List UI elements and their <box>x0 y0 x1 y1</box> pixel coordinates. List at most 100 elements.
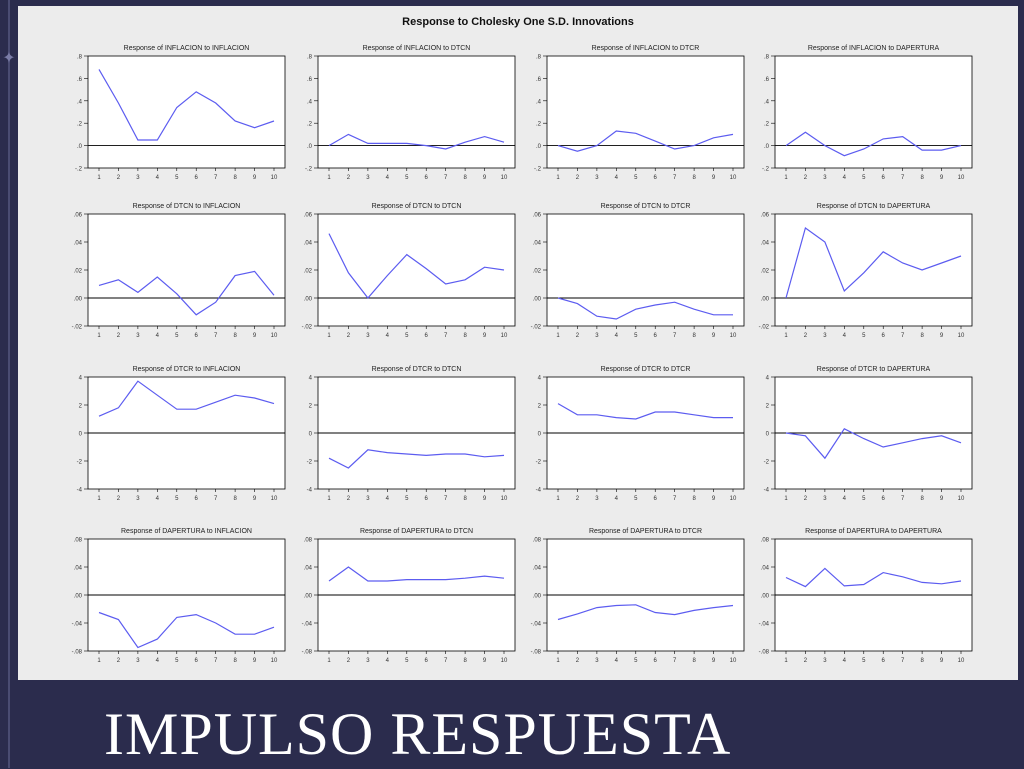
x-tick-label: 4 <box>386 333 390 339</box>
x-tick-label: 5 <box>862 175 866 181</box>
y-tick-label: .04 <box>761 566 770 572</box>
y-tick-label: -.02 <box>302 325 313 331</box>
figure-title: Response to Cholesky One S.D. Innovation… <box>402 16 634 28</box>
x-tick-label: 6 <box>425 496 429 502</box>
y-tick-label: .08 <box>304 538 313 544</box>
x-tick-label: 3 <box>823 333 827 339</box>
y-tick-label: .02 <box>533 269 542 275</box>
response-line <box>557 604 734 621</box>
x-tick-label: 9 <box>253 658 257 664</box>
panel-title: Response of DTCR to DTCN <box>372 366 462 373</box>
x-tick-label: 2 <box>576 175 580 181</box>
x-tick-label: 3 <box>366 333 370 339</box>
x-tick-label: 6 <box>195 333 199 339</box>
x-tick-label: 4 <box>843 175 847 181</box>
y-tick-label: .4 <box>77 99 83 105</box>
x-tick-label: 3 <box>366 175 370 181</box>
y-tick-label: 4 <box>538 376 542 382</box>
panel-11: Response of DTCR to DTCR 4 2 0 -2 -4 1 2 3 4 5 6 7 8 9… <box>536 366 745 502</box>
x-tick-label: 8 <box>692 496 696 502</box>
x-tick-label: 4 <box>386 658 390 664</box>
x-tick-label: 3 <box>366 658 370 664</box>
y-tick-label: 0 <box>538 432 542 438</box>
panel-14: Response of DAPERTURA to DTCN .08 .04 .00 -.… <box>302 528 516 664</box>
x-tick-label: 1 <box>97 333 101 339</box>
slide-border-line <box>8 0 10 768</box>
x-tick-label: 3 <box>823 175 827 181</box>
x-tick-label: 7 <box>901 175 905 181</box>
y-tick-label: .2 <box>77 122 83 128</box>
y-tick-label: .00 <box>304 297 313 303</box>
y-tick-label: .6 <box>307 77 313 83</box>
impulse-response-grid: Response to Cholesky One S.D. Innovation… <box>72 16 973 664</box>
x-tick-label: 4 <box>843 333 847 339</box>
x-tick-label: 9 <box>712 175 716 181</box>
x-tick-label: 10 <box>958 175 965 181</box>
panel-title: Response of INFLACION to DTCR <box>592 45 700 52</box>
y-tick-label: -2 <box>307 460 313 466</box>
x-tick-label: 9 <box>712 496 716 502</box>
response-line <box>98 270 275 316</box>
y-tick-label: .04 <box>533 566 542 572</box>
y-tick-label: -2 <box>77 460 83 466</box>
y-tick-label: 4 <box>766 376 770 382</box>
y-tick-label: -4 <box>307 488 313 494</box>
x-tick-label: 8 <box>463 175 467 181</box>
x-tick-label: 10 <box>271 496 278 502</box>
slide-title: IMPULSO RESPUESTA <box>104 701 732 767</box>
x-tick-label: 5 <box>175 496 179 502</box>
y-tick-label: .2 <box>536 122 542 128</box>
x-tick-label: 10 <box>730 496 737 502</box>
plot-area <box>774 55 973 169</box>
panel-title: Response of DTCN to INFLACION <box>133 203 241 210</box>
y-tick-label: .0 <box>536 144 542 150</box>
panel-3: Response of INFLACION to DTCR .8 .6 .4 .2 .0 -… <box>534 45 745 181</box>
y-tick-label: .02 <box>74 269 83 275</box>
response-line <box>328 566 505 582</box>
x-tick-label: 8 <box>692 333 696 339</box>
response-line <box>98 69 275 141</box>
x-tick-label: 6 <box>654 496 658 502</box>
x-tick-label: 1 <box>327 175 331 181</box>
x-tick-label: 6 <box>882 496 886 502</box>
x-tick-label: 10 <box>271 333 278 339</box>
x-tick-label: 1 <box>784 658 788 664</box>
x-tick-label: 9 <box>483 175 487 181</box>
x-tick-label: 1 <box>556 658 560 664</box>
x-tick-label: 4 <box>386 496 390 502</box>
x-tick-label: 4 <box>156 658 160 664</box>
x-tick-label: 2 <box>576 333 580 339</box>
x-tick-label: 10 <box>730 658 737 664</box>
y-tick-label: 0 <box>766 432 770 438</box>
x-tick-label: 6 <box>195 175 199 181</box>
y-tick-label: .8 <box>77 55 83 61</box>
ornament-icon: ✦ <box>2 50 16 67</box>
x-tick-label: 1 <box>556 496 560 502</box>
y-tick-label: .00 <box>761 297 770 303</box>
x-tick-label: 7 <box>673 333 677 339</box>
x-tick-label: 8 <box>233 175 237 181</box>
panel-title: Response of DAPERTURA to DAPERTURA <box>805 528 942 535</box>
x-tick-label: 6 <box>425 175 429 181</box>
y-tick-label: 0 <box>309 432 313 438</box>
x-tick-label: 1 <box>556 175 560 181</box>
x-tick-label: 5 <box>175 333 179 339</box>
x-tick-label: 3 <box>595 333 599 339</box>
panel-4: Response of INFLACION to DAPERTURA .8 .6 .4… <box>762 45 973 181</box>
x-tick-label: 10 <box>271 175 278 181</box>
panel-title: Response of DTCN to DTCR <box>601 203 691 210</box>
panel-13: Response of DAPERTURA to INFLACION .08 .04… <box>72 528 286 664</box>
x-tick-label: 6 <box>425 333 429 339</box>
x-tick-label: 5 <box>634 175 638 181</box>
x-tick-label: 9 <box>483 333 487 339</box>
x-tick-label: 7 <box>214 496 218 502</box>
y-tick-label: .08 <box>74 538 83 544</box>
x-tick-label: 3 <box>136 496 140 502</box>
x-tick-label: 5 <box>634 496 638 502</box>
y-tick-label: .08 <box>533 538 542 544</box>
y-tick-label: 2 <box>538 404 542 410</box>
x-tick-label: 7 <box>214 333 218 339</box>
x-tick-label: 8 <box>463 658 467 664</box>
x-tick-label: 2 <box>804 496 808 502</box>
panel-title: Response of DAPERTURA to DTCR <box>589 528 702 535</box>
